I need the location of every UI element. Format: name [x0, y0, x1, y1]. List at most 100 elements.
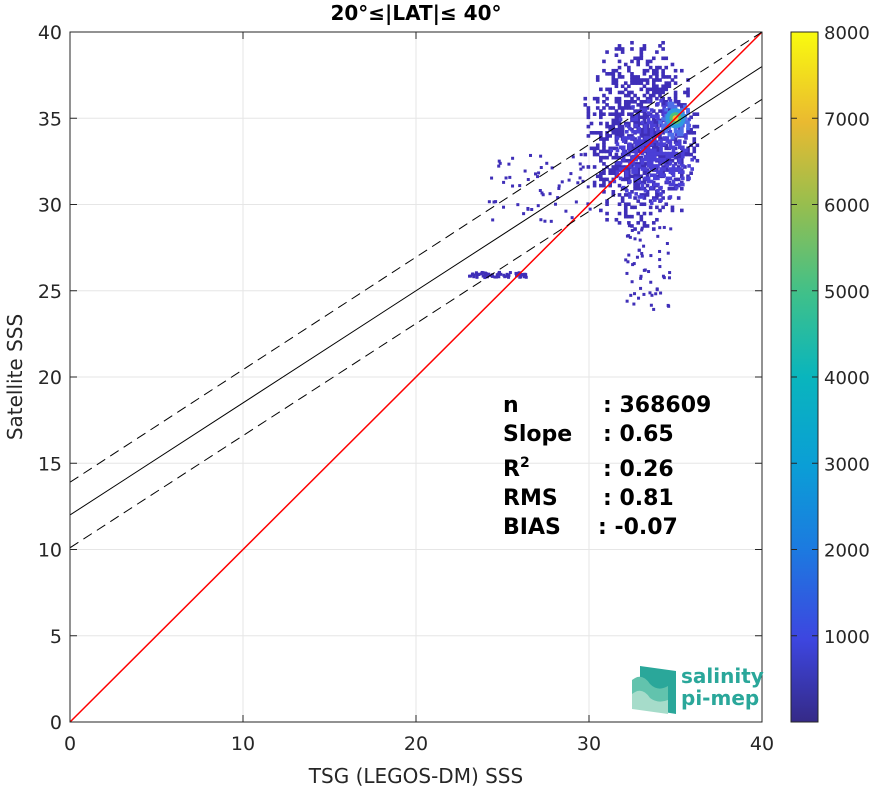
heat-cell	[634, 129, 638, 134]
heat-cell	[639, 202, 644, 207]
heat-cell	[646, 145, 651, 150]
heat-cell	[624, 129, 629, 134]
x-tick-label: 20	[404, 733, 428, 755]
heat-cell	[628, 148, 632, 153]
heat-cell	[620, 196, 625, 200]
heat-cell	[662, 111, 666, 115]
heat-cell	[658, 93, 662, 98]
heat-cell	[651, 87, 656, 92]
y-tick-label: 20	[38, 367, 62, 389]
heat-cell	[605, 134, 609, 138]
heat-cell	[608, 72, 612, 76]
heat-cell	[621, 145, 626, 150]
heat-cell	[649, 167, 654, 171]
heat-cell	[651, 56, 656, 61]
heat-cell	[599, 134, 603, 138]
heat-cell	[620, 84, 625, 89]
heat-cell	[631, 136, 635, 140]
heat-cell	[492, 200, 496, 204]
heat-cell	[633, 186, 637, 191]
heat-cell	[502, 180, 506, 184]
heat-cell	[586, 106, 591, 110]
heat-cell	[487, 200, 491, 204]
heat-cell	[611, 168, 616, 172]
heat-cell	[655, 140, 659, 144]
heat-cell	[658, 226, 662, 230]
heat-cell	[651, 227, 656, 231]
heat-cell	[633, 227, 637, 231]
heat-cell	[670, 135, 675, 140]
heat-cell	[670, 205, 675, 210]
heat-cell	[484, 272, 488, 276]
heat-cell	[667, 101, 672, 106]
heat-cell	[611, 127, 616, 132]
heat-cell	[507, 273, 511, 277]
heat-cell	[673, 104, 678, 109]
heat-cell	[639, 50, 644, 54]
heat-cell	[645, 174, 650, 179]
heat-cell	[481, 274, 485, 278]
heat-cell	[658, 120, 662, 124]
heat-cell	[645, 115, 650, 120]
heat-cell	[695, 112, 700, 116]
heat-cell	[623, 62, 628, 67]
heat-cell	[599, 121, 603, 126]
heat-cell	[620, 109, 625, 113]
heat-cell	[658, 265, 662, 269]
heat-cell	[670, 208, 675, 213]
heat-cell	[627, 106, 631, 110]
x-tick-label: 40	[750, 733, 774, 755]
heat-cell	[668, 161, 673, 165]
heat-cell	[620, 47, 625, 51]
heat-cell	[681, 151, 685, 156]
heat-cell	[642, 211, 647, 216]
heat-cell	[662, 114, 666, 119]
heat-cell	[588, 207, 592, 211]
heat-cell	[605, 155, 609, 160]
heat-cell	[642, 121, 647, 126]
heat-cell	[595, 152, 600, 157]
heat-cell	[579, 153, 583, 157]
heat-cell	[617, 72, 622, 76]
heat-cell	[611, 72, 616, 76]
heat-cell	[578, 176, 582, 180]
heat-cell	[646, 111, 651, 115]
heat-cell	[649, 133, 654, 137]
heat-cell	[642, 68, 647, 73]
heat-cell	[655, 217, 659, 222]
heat-cell	[554, 202, 558, 206]
heat-cell	[653, 148, 657, 153]
heat-cell	[662, 136, 666, 140]
colorbar-tick-label: 8000	[824, 23, 870, 44]
heat-cell	[599, 177, 603, 182]
heat-cell	[655, 196, 659, 200]
heat-cell	[602, 143, 606, 148]
heat-cell	[630, 99, 634, 104]
stat-label-slope: Slope	[503, 422, 572, 447]
heat-cell	[645, 62, 650, 67]
heat-cell	[674, 142, 679, 147]
heat-cell	[659, 157, 663, 162]
heat-cell	[664, 81, 669, 85]
heat-cell	[640, 182, 645, 187]
heat-cell	[523, 169, 527, 173]
heat-cell	[504, 176, 508, 180]
heat-cell	[689, 115, 693, 120]
heat-cell	[602, 177, 606, 182]
heat-cell	[687, 164, 691, 168]
heat-cell	[648, 112, 653, 116]
heat-cell	[645, 90, 650, 95]
heat-cell	[684, 133, 688, 137]
heat-cell	[617, 121, 622, 126]
heat-cell	[677, 167, 682, 171]
heat-cell	[508, 175, 512, 179]
heat-cell	[627, 99, 631, 104]
y-tick-label: 40	[38, 22, 62, 44]
heat-cell	[646, 170, 651, 174]
heat-cell	[645, 59, 650, 64]
heat-cell	[676, 196, 681, 200]
heat-cell	[692, 131, 697, 135]
heat-cell	[645, 87, 650, 92]
heat-cell	[536, 175, 540, 179]
heat-cell	[679, 107, 684, 112]
